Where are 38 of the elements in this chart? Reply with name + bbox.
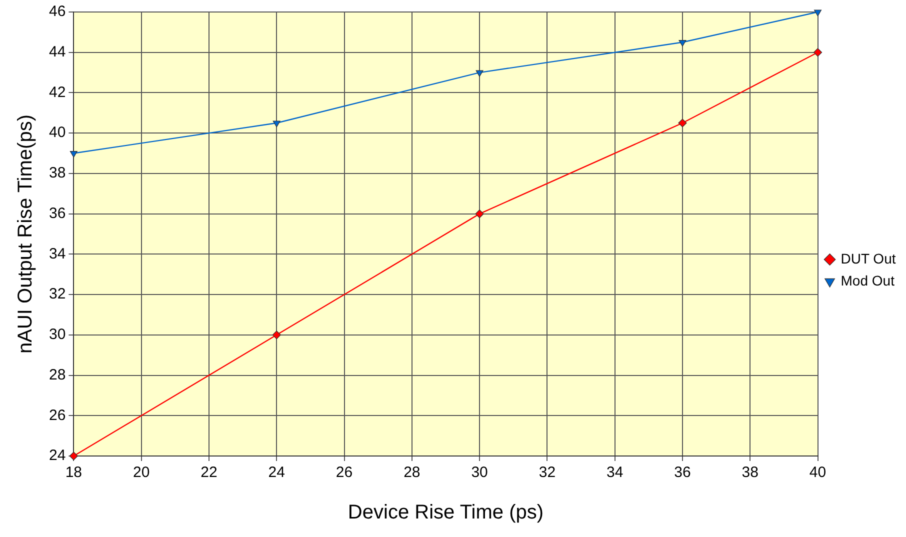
point [814, 10, 822, 16]
y-tick-label: 32 [48, 286, 66, 303]
point [272, 120, 280, 128]
y-tick-label: 28 [48, 366, 66, 384]
x-tick-label: 18 [65, 464, 82, 482]
point [678, 40, 686, 47]
y-tick-label: 24 [48, 447, 66, 464]
legend-label: Mod Out [840, 272, 895, 288]
x-tick-label: 26 [336, 464, 353, 482]
x-tick-label: 36 [674, 464, 691, 482]
x-tick-label: 20 [132, 464, 150, 482]
y-tick-label: 40 [48, 124, 66, 142]
point [678, 118, 687, 128]
x-tick-label: 38 [742, 464, 758, 482]
x-tick-label: 24 [268, 464, 285, 482]
y-tick-label: 42 [48, 84, 66, 101]
x-tick-label: 28 [404, 464, 420, 482]
point [813, 48, 822, 57]
y-tick-label: 34 [48, 245, 66, 262]
y-tick-label: 26 [48, 406, 66, 424]
y-axis-title: nAUI Output Rise Time(ps) [14, 114, 37, 354]
y-tick-label: 36 [48, 204, 66, 222]
x-tick-label: 32 [538, 464, 556, 482]
x-tick-label: 30 [471, 464, 488, 482]
point [476, 70, 484, 77]
legend-label: DUT Out [840, 250, 896, 266]
x-tick-label: 34 [606, 464, 624, 482]
y-tick-label: 30 [48, 326, 66, 344]
y-tick-label: 46 [48, 3, 66, 20]
y-tick-label: 44 [48, 44, 66, 61]
point [272, 330, 281, 340]
point [70, 150, 78, 158]
x-axis-title: Device Rise Time (ps) [348, 502, 544, 524]
point [69, 452, 78, 460]
x-tick-label: 22 [200, 464, 218, 482]
y-tick-label: 38 [48, 164, 66, 182]
point [475, 210, 484, 218]
x-tick-label: 40 [809, 464, 826, 482]
